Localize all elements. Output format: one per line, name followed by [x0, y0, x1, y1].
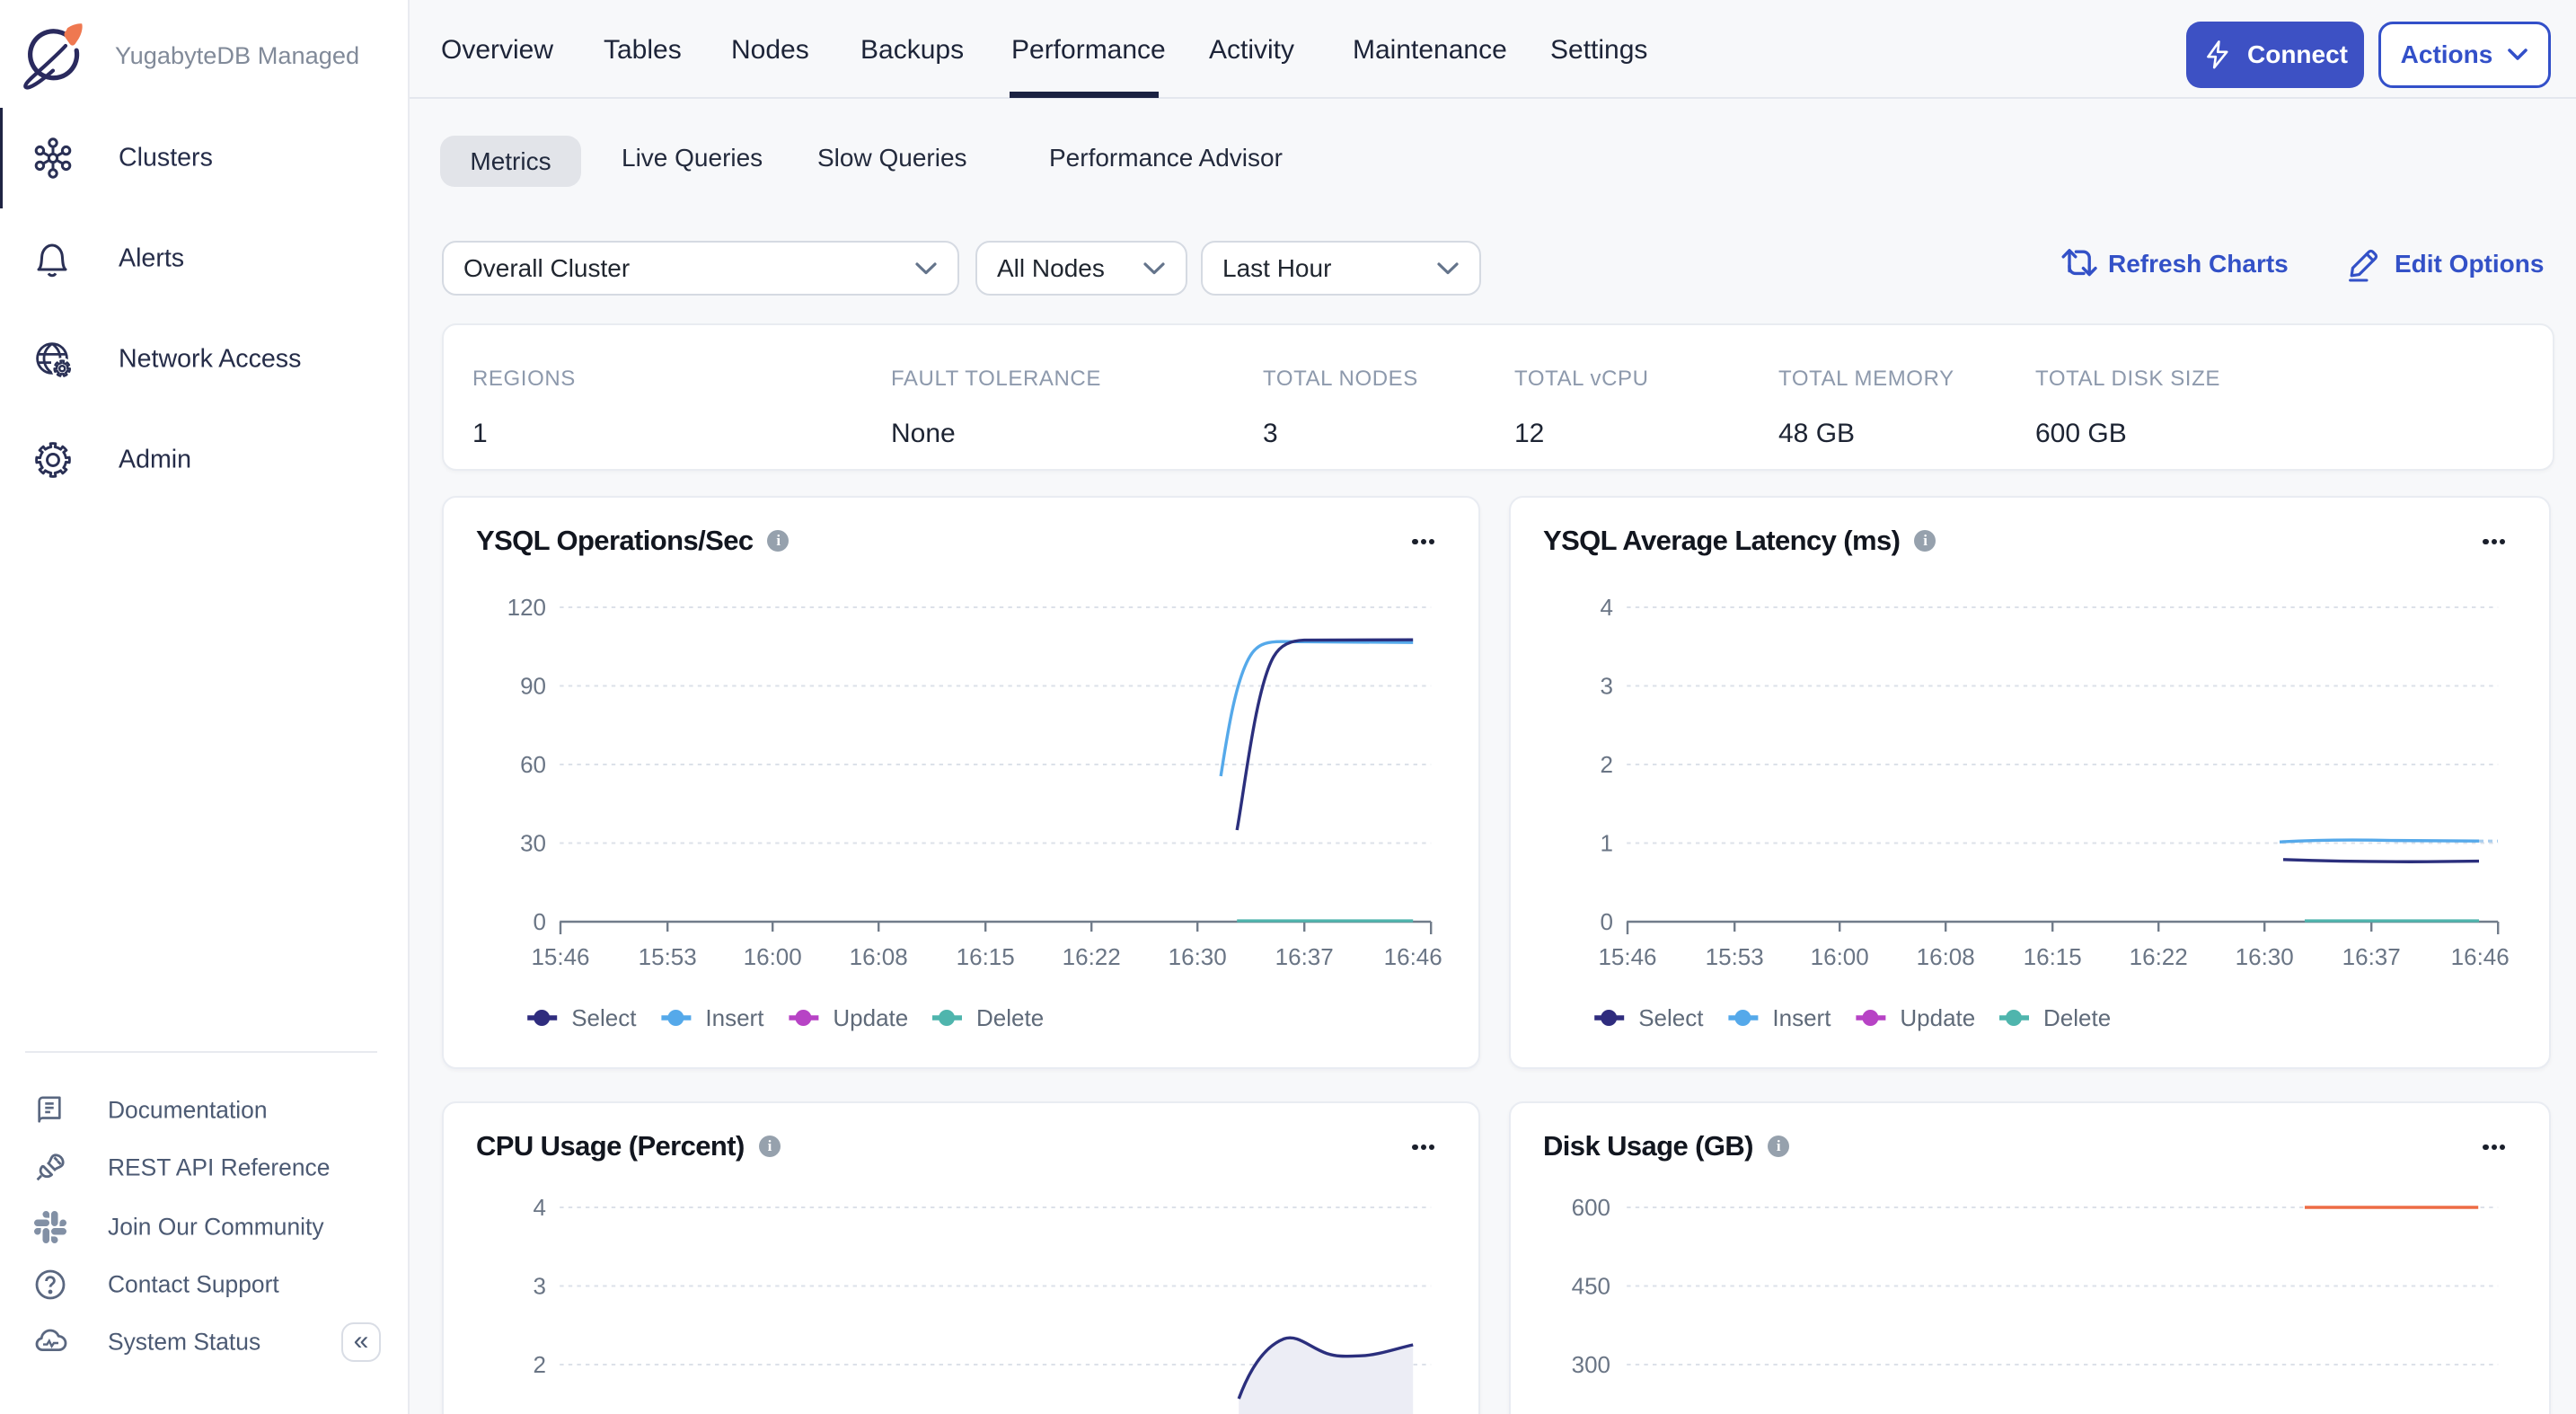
- svg-text:16:15: 16:15: [957, 943, 1015, 970]
- svg-text:Insert: Insert: [1772, 1004, 1831, 1031]
- svg-text:16:08: 16:08: [850, 943, 908, 970]
- svg-text:Insert: Insert: [705, 1004, 764, 1031]
- svg-text:Delete: Delete: [2043, 1004, 2111, 1031]
- svg-text:4: 4: [1601, 594, 1613, 621]
- svg-text:16:00: 16:00: [744, 943, 802, 970]
- svg-text:3: 3: [1601, 673, 1613, 700]
- svg-text:16:46: 16:46: [2451, 943, 2510, 970]
- svg-text:15:46: 15:46: [531, 943, 589, 970]
- svg-text:Select: Select: [571, 1004, 637, 1031]
- svg-text:2: 2: [534, 1351, 546, 1378]
- svg-text:300: 300: [1572, 1351, 1610, 1378]
- svg-text:0: 0: [534, 908, 546, 935]
- svg-text:16:30: 16:30: [2236, 943, 2294, 970]
- svg-text:450: 450: [1572, 1273, 1610, 1300]
- svg-text:16:15: 16:15: [2024, 943, 2082, 970]
- svg-text:15:53: 15:53: [1706, 943, 1764, 970]
- svg-text:Delete: Delete: [976, 1004, 1044, 1031]
- svg-text:Update: Update: [833, 1004, 908, 1031]
- svg-text:1: 1: [1601, 830, 1613, 857]
- svg-text:2: 2: [1601, 751, 1613, 778]
- svg-text:4: 4: [534, 1194, 546, 1221]
- svg-text:16:37: 16:37: [2342, 943, 2401, 970]
- svg-text:16:30: 16:30: [1169, 943, 1227, 970]
- svg-text:15:53: 15:53: [639, 943, 697, 970]
- svg-text:90: 90: [520, 673, 546, 700]
- svg-text:16:37: 16:37: [1275, 943, 1334, 970]
- svg-text:120: 120: [507, 594, 546, 621]
- svg-text:60: 60: [520, 751, 546, 778]
- svg-text:600: 600: [1572, 1194, 1610, 1221]
- svg-text:Update: Update: [1900, 1004, 1975, 1031]
- svg-text:3: 3: [534, 1273, 546, 1300]
- svg-text:16:00: 16:00: [1811, 943, 1869, 970]
- svg-text:15:46: 15:46: [1598, 943, 1656, 970]
- svg-text:16:46: 16:46: [1384, 943, 1442, 970]
- svg-text:30: 30: [520, 830, 546, 857]
- svg-text:16:22: 16:22: [2130, 943, 2188, 970]
- svg-text:Select: Select: [1638, 1004, 1704, 1031]
- svg-text:16:22: 16:22: [1063, 943, 1121, 970]
- svg-text:16:08: 16:08: [1917, 943, 1975, 970]
- svg-text:0: 0: [1601, 908, 1613, 935]
